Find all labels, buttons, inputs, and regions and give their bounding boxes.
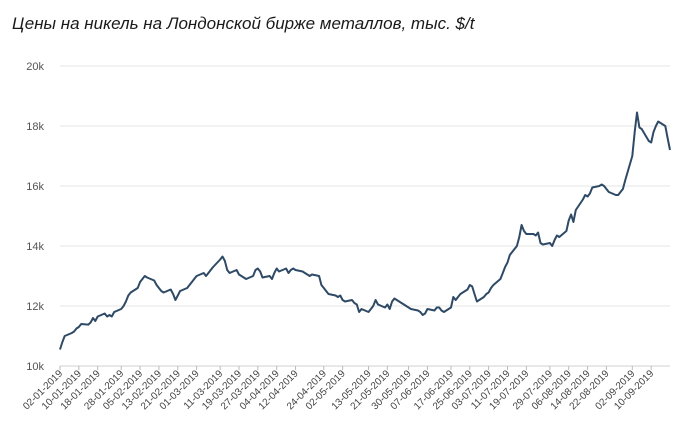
y-tick-label: 10k [26,361,44,373]
y-tick-label: 14k [26,241,44,253]
series-line-nickel-price [59,111,671,350]
y-tick-label: 12k [26,301,44,313]
y-tick-label: 20k [26,61,44,73]
chart-title: Цены на никель на Лондонской бирже метал… [12,14,475,33]
y-tick-label: 18k [26,121,44,133]
gridlines [60,65,670,367]
x-axis-tick-labels: 02-01-201910-01-201918-01-201928-01-2019… [21,366,657,412]
y-tick-label: 16k [26,181,44,193]
y-axis-tick-labels: 10k 12k 14k 16k 18k 20k [26,61,44,373]
